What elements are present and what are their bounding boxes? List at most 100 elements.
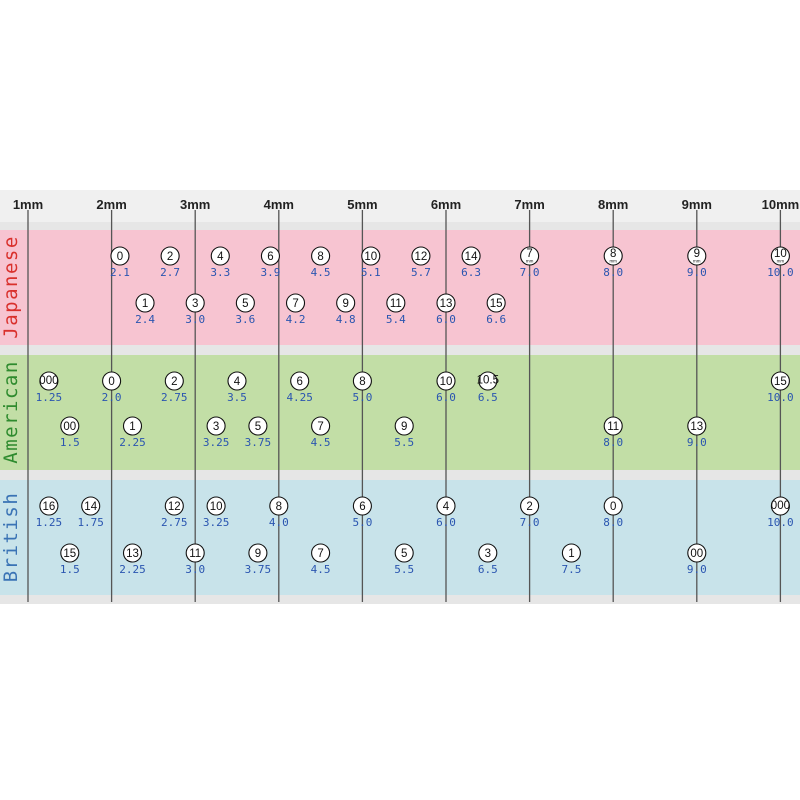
size-number: 00 <box>690 548 703 560</box>
tick-label-2mm: 2mm <box>96 197 126 212</box>
size-mark-american-10.5: 10.5 6.5 <box>477 371 499 404</box>
size-mark-british-9: 93.75 <box>245 543 271 576</box>
band-british <box>0 480 800 595</box>
band-separator <box>0 345 800 355</box>
size-number: 7 <box>292 298 298 310</box>
size-number: 15 <box>63 548 76 560</box>
size-number: 8 <box>276 501 282 513</box>
size-mark-japanese-12: 125.7 <box>411 246 431 279</box>
size-mm-value: 3.75 <box>245 436 272 449</box>
size-mark-american-1: 12.25 <box>119 416 146 449</box>
size-number: 7 <box>317 548 323 560</box>
size-mark-japanese-7: 7mm 7.0 <box>520 246 540 279</box>
size-mm-value: 6.6 <box>486 313 506 326</box>
size-circle <box>185 543 205 563</box>
size-circle <box>164 371 184 391</box>
size-number: 9 <box>255 548 261 560</box>
size-circle <box>478 371 498 391</box>
size-number: 3 <box>485 548 491 560</box>
size-mm-value: 9.0 <box>687 563 707 576</box>
size-circle <box>164 496 184 516</box>
size-circle <box>394 416 414 436</box>
size-mm-value: 2.0 <box>102 391 122 404</box>
size-mm-value: 2.75 <box>161 391 188 404</box>
size-number: 1 <box>129 421 135 433</box>
size-mark-american-7: 74.5 <box>311 416 331 449</box>
size-marks: 02.122.743.363.984.5105.1125.7146.37mm7.… <box>36 246 794 576</box>
size-mm-value: 10.0 <box>767 266 794 279</box>
size-mark-british-0: 08.0 <box>603 496 623 529</box>
size-circle <box>520 246 540 266</box>
size-number: 9 <box>342 298 348 310</box>
size-number: 5 <box>242 298 248 310</box>
size-mark-japanese-4: 43.3 <box>210 246 230 279</box>
size-number: 11 <box>390 298 402 310</box>
size-number: 12 <box>168 501 181 513</box>
size-circle <box>269 496 289 516</box>
size-mm-value: 3.6 <box>235 313 255 326</box>
size-number: 4 <box>443 501 450 513</box>
size-circle <box>235 293 255 313</box>
system-labels: Japanese American British <box>0 235 22 582</box>
size-circle <box>687 246 707 266</box>
size-mark-british-16: 161.25 <box>36 496 62 529</box>
size-number: 15 <box>774 376 787 388</box>
size-mark-japanese-15: 156.6 <box>486 293 506 326</box>
size-number: 10.5 <box>477 375 499 387</box>
size-mark-american-5: 53.75 <box>245 416 272 449</box>
tick-label-6mm: 6mm <box>431 197 461 212</box>
size-mark-japanese-14: 146.3 <box>461 246 481 279</box>
size-number: 4 <box>217 251 224 263</box>
system-bands <box>0 190 800 604</box>
size-mm-value: 6.0 <box>436 516 456 529</box>
size-circle <box>561 543 581 563</box>
size-mm-value: 7.0 <box>520 266 540 279</box>
size-mm-value: 9.0 <box>687 266 707 279</box>
size-mm-value: 3.25 <box>203 436 230 449</box>
size-mark-american-3: 33.25 <box>203 416 230 449</box>
size-mm-value: 5.0 <box>352 516 372 529</box>
size-mark-japanese-13: 136.0 <box>436 293 456 326</box>
size-circle <box>411 246 431 266</box>
size-mm-value: 5.5 <box>394 563 414 576</box>
size-mark-british-1: 17.5 <box>561 543 581 576</box>
size-mark-british-11: 113.0 <box>185 543 205 576</box>
size-mark-japanese-5: 53.6 <box>235 293 255 326</box>
size-mark-british-6: 65.0 <box>352 496 372 529</box>
size-mm-value: 8.0 <box>603 266 623 279</box>
size-mark-british-14: 141.75 <box>77 496 104 529</box>
size-mm-value: 6.5 <box>478 391 498 404</box>
size-mark-japanese-11: 115.4 <box>386 293 406 326</box>
size-circle <box>60 416 80 436</box>
size-number: 5 <box>401 548 407 560</box>
size-number: 8 <box>359 376 365 388</box>
size-unit: mm <box>777 259 785 264</box>
size-mark-british-12: 122.75 <box>161 496 188 529</box>
tick-label-3mm: 3mm <box>180 197 210 212</box>
size-mark-british-10: 103.25 <box>203 496 229 529</box>
size-number: 0 <box>610 501 616 513</box>
band-american <box>0 355 800 470</box>
size-circle <box>436 496 456 516</box>
tick-label-4mm: 4mm <box>264 197 294 212</box>
size-circle <box>210 246 230 266</box>
size-mm-value: 4.5 <box>311 563 331 576</box>
size-mm-value: 2.75 <box>161 516 188 529</box>
size-mark-american-2: 22.75 <box>161 371 188 404</box>
size-mark-british-4: 46.0 <box>436 496 456 529</box>
size-number: 16 <box>43 501 56 513</box>
size-number: 15 <box>490 298 503 310</box>
size-circle <box>461 246 481 266</box>
size-mark-japanese-2: 22.7 <box>160 246 180 279</box>
size-mark-american-000: 000 1.25 <box>36 371 62 404</box>
size-mark-american-00: 001.5 <box>60 416 80 449</box>
size-mm-value: 1.5 <box>60 436 80 449</box>
size-mm-value: 1.5 <box>60 563 80 576</box>
size-circle <box>770 496 790 516</box>
size-number: 10 <box>440 376 453 388</box>
size-mark-japanese-10: 10mm 10.0 <box>767 246 794 279</box>
size-mark-british-2: 27.0 <box>520 496 540 529</box>
size-unit: mm <box>693 259 701 264</box>
size-number: 5 <box>255 421 261 433</box>
size-mm-value: 3.5 <box>227 391 247 404</box>
